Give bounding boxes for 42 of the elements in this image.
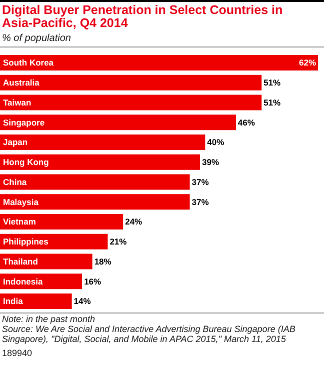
bar <box>0 194 190 210</box>
y-tick-label: Hong Kong <box>3 157 49 168</box>
bar <box>0 55 318 70</box>
data-label: 39% <box>202 157 220 168</box>
source-note: Source: We Are Social and Interactive Advertising Bureau Singapore (IAB Singapore), "Digital, Social, and Mobile in APAC 2015," March 11, 2015 <box>2 324 296 344</box>
y-tick-label: India <box>3 296 24 306</box>
data-label: 51% <box>264 78 282 88</box>
y-tick-label: Singapore <box>3 117 45 128</box>
bar <box>0 94 262 110</box>
y-tick-label: South Korea <box>3 58 54 68</box>
data-label: 46% <box>238 117 256 128</box>
bar <box>0 154 200 170</box>
bar <box>0 254 92 270</box>
data-label: 51% <box>264 97 282 108</box>
text: 189940 <box>2 348 32 358</box>
y-tick-label: Taiwan <box>3 97 32 108</box>
bar <box>0 174 190 190</box>
data-label: 37% <box>192 176 210 187</box>
data-label: 24% <box>125 216 143 227</box>
data-label: 14% <box>74 296 92 306</box>
y-tick-label: Philippines <box>3 236 49 247</box>
chart-subtitle: % of population <box>2 33 72 44</box>
bar <box>0 134 206 150</box>
y-tick-label: Japan <box>3 137 28 148</box>
y-tick-label: Indonesia <box>3 276 43 286</box>
chart-title: Digital Buyer Penetration in Select Countries in Asia-Pacific, Q4 2014 <box>2 3 283 30</box>
text: Note: in the past month <box>2 314 96 324</box>
y-tick-label: Vietnam <box>3 216 36 227</box>
bar <box>0 114 236 130</box>
y-tick-label: Thailand <box>3 256 38 266</box>
data-label: 18% <box>94 256 112 266</box>
bar <box>0 214 124 230</box>
bar <box>0 294 72 309</box>
bar <box>0 74 262 90</box>
data-label: 62% <box>298 58 316 68</box>
data-label: 40% <box>207 137 225 148</box>
data-label: 37% <box>192 196 210 207</box>
data-label: 16% <box>84 276 102 286</box>
y-tick-label: Malaysia <box>3 196 39 207</box>
data-label: 21% <box>110 236 128 247</box>
y-tick-label: Australia <box>3 78 40 88</box>
y-tick-label: China <box>3 176 27 187</box>
